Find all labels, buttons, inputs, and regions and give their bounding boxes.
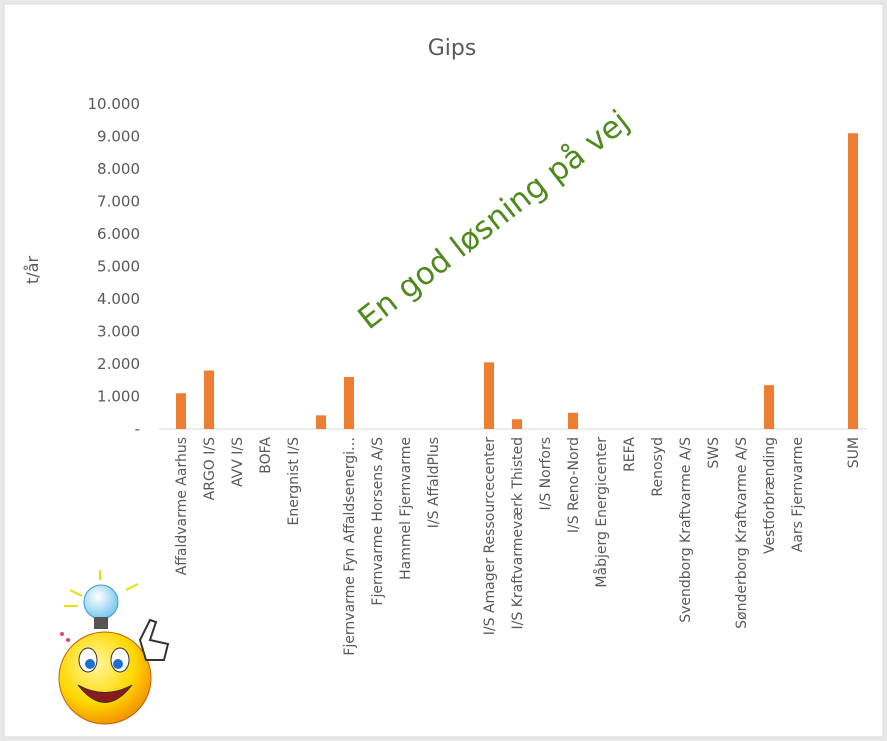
bar bbox=[764, 385, 774, 429]
bar bbox=[848, 133, 858, 429]
x-tick-label: I/S Kraftvarmeværk Thisted bbox=[510, 437, 526, 629]
bar bbox=[176, 393, 186, 429]
bar bbox=[204, 371, 214, 430]
bar bbox=[484, 362, 494, 429]
y-tick-label: 10.000 bbox=[88, 95, 141, 113]
y-tick-label: 6.000 bbox=[97, 225, 140, 243]
bar bbox=[316, 415, 326, 429]
x-tick-label: I/S AffaldPlus bbox=[426, 437, 442, 528]
x-tick-label: Fjernvarme Fyn Affaldsenergi… bbox=[342, 437, 358, 656]
x-tick-label: I/S Norfors bbox=[538, 437, 554, 511]
x-tick-label: Sønderborg Kraftvarme A/S bbox=[734, 437, 750, 629]
x-tick-label: Hammel Fjernvarme bbox=[398, 437, 414, 580]
bar bbox=[568, 413, 578, 429]
x-tick-label: Energnist I/S bbox=[286, 437, 302, 526]
x-tick-label: SUM bbox=[846, 437, 862, 468]
x-tick-label: Renosyd bbox=[650, 437, 666, 497]
x-tick-label: REFA bbox=[622, 437, 638, 472]
x-tick-label: Vestforbrænding bbox=[762, 437, 778, 554]
x-tick-label: Svendborg Kraftvarme A/S bbox=[678, 437, 694, 623]
y-tick-label: 2.000 bbox=[97, 355, 140, 373]
page: {"chart_data": {"type": "bar", "title": … bbox=[0, 0, 887, 741]
x-tick-label: ARGO I/S bbox=[202, 437, 218, 500]
y-tick-label: 5.000 bbox=[97, 258, 140, 276]
x-tick-label: Måbjerg Energicenter bbox=[593, 437, 610, 588]
y-tick-label: - bbox=[135, 420, 140, 438]
x-tick-label: Affaldvarme Aarhus bbox=[174, 437, 190, 575]
x-tick-label: I/S Amager Ressourcecenter bbox=[482, 437, 498, 635]
x-tick-label: AVV I/S bbox=[230, 437, 246, 487]
y-tick-label: 1.000 bbox=[97, 388, 140, 406]
chart: Gips t/år En god løsning på vej -1.0002.… bbox=[0, 0, 887, 741]
x-tick-label: I/S Reno-Nord bbox=[566, 437, 582, 533]
bar bbox=[344, 377, 354, 429]
y-tick-label: 8.000 bbox=[97, 160, 140, 178]
y-tick-label: 3.000 bbox=[97, 323, 140, 341]
chart-title: Gips bbox=[428, 36, 477, 61]
y-axis-label: t/år bbox=[23, 256, 42, 284]
bar bbox=[512, 419, 522, 429]
y-tick-label: 9.000 bbox=[97, 128, 140, 146]
x-tick-label: Aars Fjernvarme bbox=[790, 437, 806, 552]
x-tick-label: BOFA bbox=[258, 437, 274, 474]
y-tick-label: 4.000 bbox=[97, 290, 140, 308]
x-tick-label: SWS bbox=[706, 437, 722, 469]
x-tick-label: Fjernvarme Horsens A/S bbox=[370, 437, 386, 606]
y-tick-label: 7.000 bbox=[97, 193, 140, 211]
